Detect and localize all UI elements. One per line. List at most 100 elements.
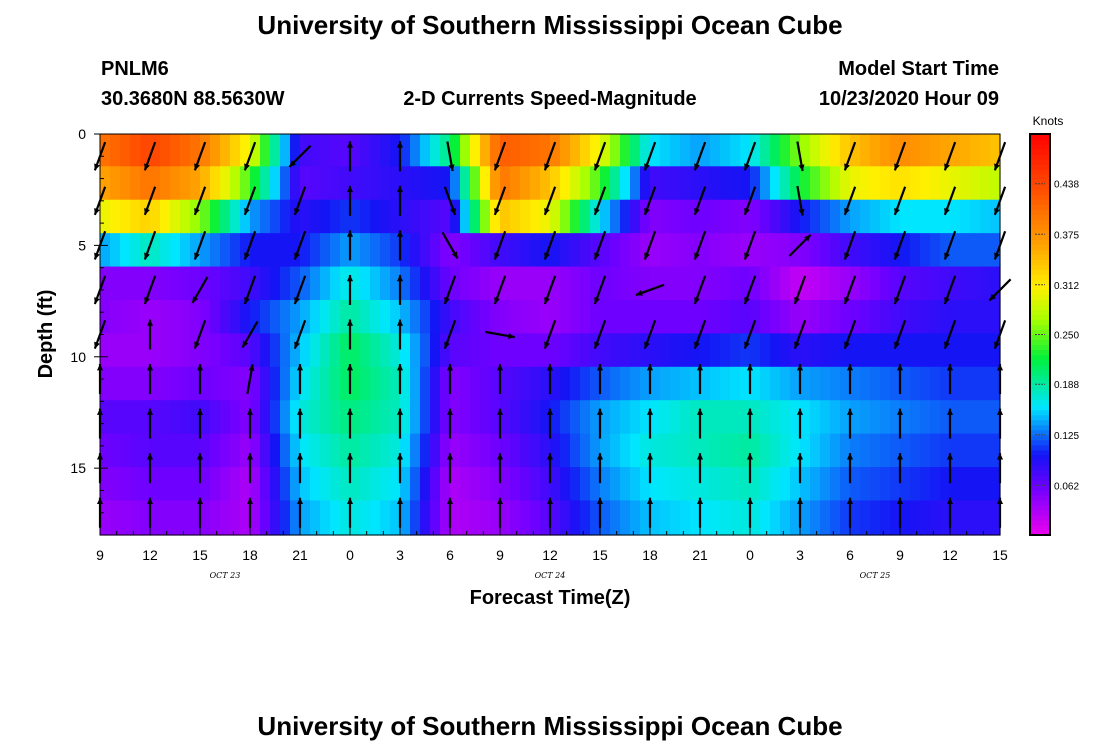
colorbar-segment [1030,414,1050,421]
heatmap-cell [820,166,831,201]
heatmap-cell [390,500,401,536]
heatmap-cell [340,333,351,368]
heatmap-cell [610,467,621,502]
heatmap-cell [710,266,721,301]
heatmap-cell [340,500,351,536]
colorbar-segment [1030,139,1050,145]
heatmap-cell [780,199,791,234]
heatmap-cell [590,500,601,536]
heatmap-cell [470,400,481,435]
heatmap-cell [220,266,231,301]
current-vector [496,364,504,395]
current-vector [843,320,857,349]
colorbar-frame [1029,133,1051,536]
heatmap-cell [150,500,161,536]
heatmap-cell [220,299,231,334]
current-vector [396,319,404,350]
heatmap-cell [410,500,421,536]
heatmap-cell [900,433,911,468]
heatmap-cell [340,366,351,401]
heatmap-cell [860,433,871,468]
colorbar-segment [1030,434,1050,441]
heatmap-cell [110,366,121,401]
heatmap-cell [690,433,701,468]
colorbar-segment [1030,489,1050,496]
current-vector [643,141,657,171]
heatmap-cell [120,500,131,536]
heatmap-cell [990,199,1001,234]
heatmap-cell [460,333,471,368]
heatmap-cell [810,299,821,334]
heatmap-cell [750,166,761,201]
colorbar-segment [1030,369,1050,376]
heatmap-cell [320,400,331,435]
current-vector [243,141,257,171]
heatmap-cell [980,333,991,368]
heatmap-cell [960,433,971,468]
heatmap-cell [290,333,301,368]
heatmap-cell [840,134,851,167]
heatmap-cell [140,266,151,301]
heatmap-cell [280,166,291,201]
heatmap-cell [600,134,611,167]
current-vector [596,364,604,395]
heatmap-cell [740,433,751,468]
heatmap-cell [640,467,651,502]
current-vector [696,453,704,484]
heatmap-cell [730,134,741,167]
heatmap-cell [130,166,141,201]
current-vector [746,453,754,484]
heatmap-cell [190,199,201,234]
heatmap-cell [260,266,271,301]
colorbar-segment [1030,194,1050,200]
current-vector [946,364,954,395]
heatmap-cell [400,199,411,234]
heatmap-cell [980,166,991,201]
heatmap-cell [100,266,111,301]
heatmap-cell [220,134,231,167]
heatmap-cell [230,233,241,268]
heatmap-cell [590,299,601,334]
current-vector [191,276,209,304]
heatmap-cell [160,400,171,435]
heatmap-cell [290,467,301,502]
heatmap-cell [210,333,221,368]
heatmap-cell [800,333,811,368]
heatmap-cell [740,134,751,167]
heatmap-cell [200,467,211,502]
heatmap-cell [480,299,491,334]
heatmap-cell [250,199,261,234]
current-vector [143,186,157,216]
heatmap-cell [250,233,261,268]
colorbar-segment [1030,259,1050,265]
heatmap-cell [750,366,761,401]
heatmap-cell [650,400,661,435]
heatmap-cell [740,266,751,301]
heatmap-cell [820,366,831,401]
heatmap-cell [450,333,461,368]
heatmap-cell [160,199,171,234]
current-vector [196,453,204,484]
heatmap-cell [860,134,871,167]
heatmap-cell [400,366,411,401]
heatmap-cell [500,500,511,536]
heatmap-cell [810,333,821,368]
heatmap-cell [850,166,861,201]
colorbar-segment [1030,229,1050,235]
x-tick-label: 0 [746,547,754,563]
heatmap-cell [360,366,371,401]
colorbar-segment [1030,244,1050,250]
colorbar-segment [1030,384,1050,391]
heatmap-cell [400,400,411,435]
heatmap-cell [210,299,221,334]
heatmap-cell [720,500,731,536]
heatmap-cell [840,333,851,368]
heatmap-cell [990,366,1001,401]
station-coords: 30.3680N 88.5630W [101,88,285,110]
heatmap-cell [570,333,581,368]
heatmap-cell [580,166,591,201]
heatmap-cell [970,299,981,334]
current-vector [296,364,304,395]
heatmap-cell [790,134,801,167]
heatmap-cell [780,333,791,368]
